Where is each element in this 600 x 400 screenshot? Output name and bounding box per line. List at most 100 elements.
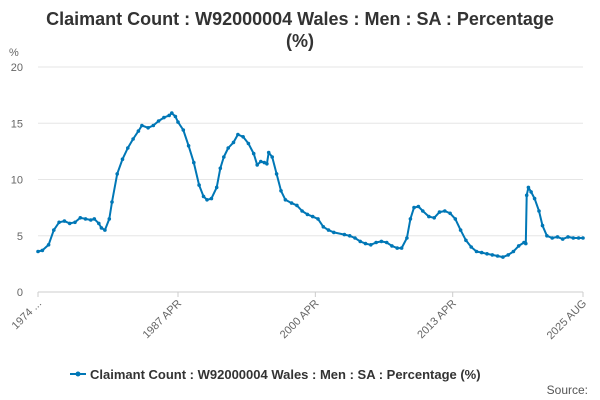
y-axis-unit-label: % (9, 47, 19, 59)
y-axis-ticks: 0 5 10 15 20 (11, 62, 23, 299)
data-point (89, 218, 93, 222)
data-point (566, 235, 570, 239)
y-tick-label: 0 (17, 287, 23, 299)
data-point (120, 157, 125, 161)
data-point (170, 111, 174, 115)
data-point (529, 190, 533, 194)
data-point (197, 183, 201, 187)
data-point (353, 236, 357, 240)
data-point (550, 236, 554, 240)
data-point (316, 217, 320, 221)
data-point (186, 144, 191, 148)
data-point (432, 216, 437, 220)
data-point (295, 203, 299, 208)
data-point (300, 209, 304, 213)
data-point (110, 200, 114, 204)
x-tick-label: 2013 APR (415, 298, 459, 342)
data-point (115, 172, 119, 176)
data-point (342, 232, 347, 237)
data-point (83, 217, 88, 221)
source-label[interactable]: Source: (547, 383, 588, 397)
data-point (416, 204, 421, 209)
data-point (107, 217, 112, 221)
data-point (270, 155, 275, 159)
x-tick-label: 2025 AUG (545, 298, 589, 342)
data-point (265, 162, 269, 166)
x-axis: 1974 ... 1987 APR 2000 APR 2013 APR 2025 AUG (10, 291, 589, 342)
data-point (479, 250, 484, 255)
data-point (40, 248, 45, 253)
data-point (506, 253, 511, 257)
data-point (443, 209, 447, 213)
data-point (246, 141, 251, 146)
data-point (421, 209, 425, 213)
series-layer (36, 111, 585, 259)
data-point (576, 236, 581, 240)
data-point (259, 159, 263, 164)
data-point (231, 140, 236, 145)
data-point (136, 129, 141, 133)
data-point (274, 172, 279, 176)
chart-title-line-2: (%) (286, 31, 314, 51)
data-point (555, 235, 560, 239)
data-point (495, 254, 500, 258)
data-point (97, 221, 101, 226)
data-point (511, 249, 516, 254)
data-point (151, 123, 156, 128)
data-point (501, 255, 505, 259)
data-point (545, 234, 549, 238)
data-point (369, 243, 373, 247)
data-point (156, 119, 161, 123)
data-point (241, 135, 245, 139)
data-point (67, 221, 72, 226)
data-point (358, 239, 363, 244)
data-point (255, 163, 259, 167)
data-point (226, 146, 230, 150)
data-point (524, 241, 528, 246)
data-point (236, 132, 240, 137)
gridlines (38, 66, 583, 237)
data-point (379, 239, 384, 244)
data-point (99, 226, 104, 230)
data-point (390, 244, 394, 248)
data-point (427, 214, 431, 219)
data-point (173, 114, 178, 119)
data-point (405, 236, 409, 240)
data-point (560, 237, 565, 241)
data-point (201, 194, 206, 199)
data-point (222, 155, 226, 159)
data-point (326, 228, 331, 232)
x-tick-label: 2000 APR (278, 298, 322, 342)
x-tick-label: 1974 ... (10, 298, 44, 332)
data-point (131, 137, 135, 141)
data-point (214, 185, 219, 190)
data-point (126, 146, 130, 150)
data-point (103, 228, 107, 232)
data-point (283, 198, 288, 202)
data-point (140, 123, 144, 128)
data-point (474, 249, 479, 254)
data-point (167, 113, 171, 118)
data-point (78, 216, 83, 220)
legend[interactable]: Claimant Count : W92000004 Wales : Men :… (70, 367, 481, 382)
data-point (399, 246, 404, 250)
data-point (437, 210, 442, 214)
data-point (448, 211, 452, 216)
data-point (192, 160, 196, 165)
data-point (279, 189, 283, 193)
data-point (408, 217, 413, 221)
data-point (305, 212, 310, 217)
legend-series-label: Claimant Count : W92000004 Wales : Men :… (90, 367, 481, 382)
data-point (374, 240, 378, 245)
data-point (412, 205, 416, 210)
data-point (384, 240, 389, 245)
y-tick-label: 15 (11, 118, 23, 130)
data-point (571, 236, 576, 240)
data-point (537, 209, 541, 213)
data-point (73, 220, 77, 225)
data-point (181, 128, 186, 132)
data-point (62, 219, 67, 223)
data-point (464, 238, 468, 243)
data-point (289, 201, 294, 205)
data-point (209, 196, 214, 201)
